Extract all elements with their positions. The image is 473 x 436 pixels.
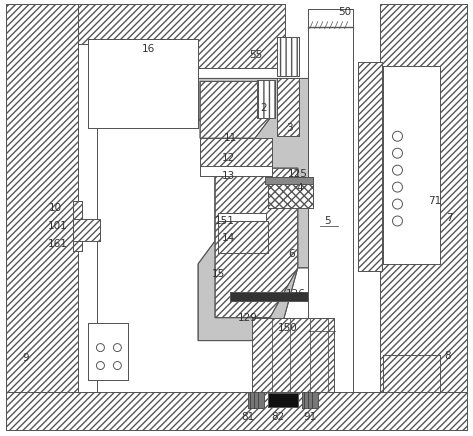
Bar (72, 201, 82, 251)
Text: 126: 126 (286, 289, 306, 299)
Text: 50: 50 (338, 7, 351, 17)
Bar (6, 392, 467, 430)
Bar (379, 3, 467, 392)
Bar (218, 221, 268, 253)
Text: 16: 16 (141, 44, 155, 54)
Text: 11: 11 (223, 133, 236, 143)
Text: 55: 55 (249, 50, 263, 60)
Bar (379, 3, 467, 392)
Bar (383, 66, 440, 264)
Text: 150: 150 (278, 323, 298, 333)
Bar (218, 213, 266, 221)
Bar (230, 292, 308, 301)
Bar (265, 177, 313, 184)
Bar (308, 9, 353, 392)
Bar (277, 78, 299, 136)
Bar (268, 184, 313, 208)
Bar (72, 201, 82, 251)
Bar (200, 166, 272, 176)
Text: 4: 4 (297, 183, 303, 193)
Text: 129: 129 (238, 313, 258, 323)
Text: 91: 91 (303, 412, 316, 422)
Bar (383, 354, 440, 392)
Bar (252, 318, 333, 392)
Text: 12: 12 (221, 153, 235, 163)
Text: 3: 3 (287, 123, 293, 133)
Text: 125: 125 (288, 169, 308, 179)
Bar (308, 9, 353, 392)
Text: 13: 13 (221, 171, 235, 181)
Bar (88, 323, 128, 381)
Bar (257, 80, 275, 118)
Bar (78, 44, 97, 392)
Bar (200, 138, 272, 166)
Text: 101: 101 (48, 221, 68, 231)
Bar (248, 392, 264, 409)
Text: 71: 71 (428, 196, 441, 206)
Bar (277, 37, 299, 76)
Text: 82: 82 (271, 412, 284, 422)
Bar (72, 219, 100, 241)
Bar (383, 354, 440, 392)
Bar (218, 213, 266, 221)
Bar (268, 393, 298, 407)
Text: 8: 8 (444, 351, 451, 361)
Bar (230, 292, 308, 301)
Bar (277, 37, 299, 76)
Polygon shape (215, 168, 298, 318)
Polygon shape (198, 78, 310, 341)
Bar (6, 3, 78, 392)
Bar (200, 166, 272, 176)
Text: 6: 6 (289, 249, 295, 259)
Text: 151: 151 (215, 216, 235, 226)
Text: 161: 161 (48, 239, 68, 249)
Bar (78, 3, 285, 68)
Bar (302, 392, 318, 409)
Bar (200, 138, 272, 166)
Bar (265, 177, 313, 184)
Text: 5: 5 (324, 216, 331, 226)
Bar (78, 3, 285, 68)
Text: 15: 15 (211, 269, 225, 279)
Bar (248, 392, 264, 409)
Text: 9: 9 (22, 353, 29, 363)
Bar (78, 44, 97, 392)
Bar (358, 61, 382, 271)
Bar (6, 392, 467, 430)
Bar (257, 80, 275, 118)
Bar (252, 318, 333, 392)
Bar (268, 393, 298, 407)
Bar (358, 61, 382, 271)
Text: 14: 14 (221, 233, 235, 243)
Text: 7: 7 (446, 213, 453, 223)
Text: 10: 10 (49, 203, 62, 213)
Bar (6, 3, 78, 392)
Bar (88, 38, 198, 128)
Text: 81: 81 (241, 412, 254, 422)
Bar (72, 219, 100, 241)
Bar (218, 221, 268, 253)
Bar (268, 184, 313, 208)
Bar (277, 78, 299, 136)
Text: 2: 2 (261, 103, 267, 113)
Bar (88, 38, 198, 128)
Bar (88, 323, 128, 381)
Bar (383, 66, 440, 264)
Bar (302, 392, 318, 409)
Polygon shape (200, 82, 270, 138)
